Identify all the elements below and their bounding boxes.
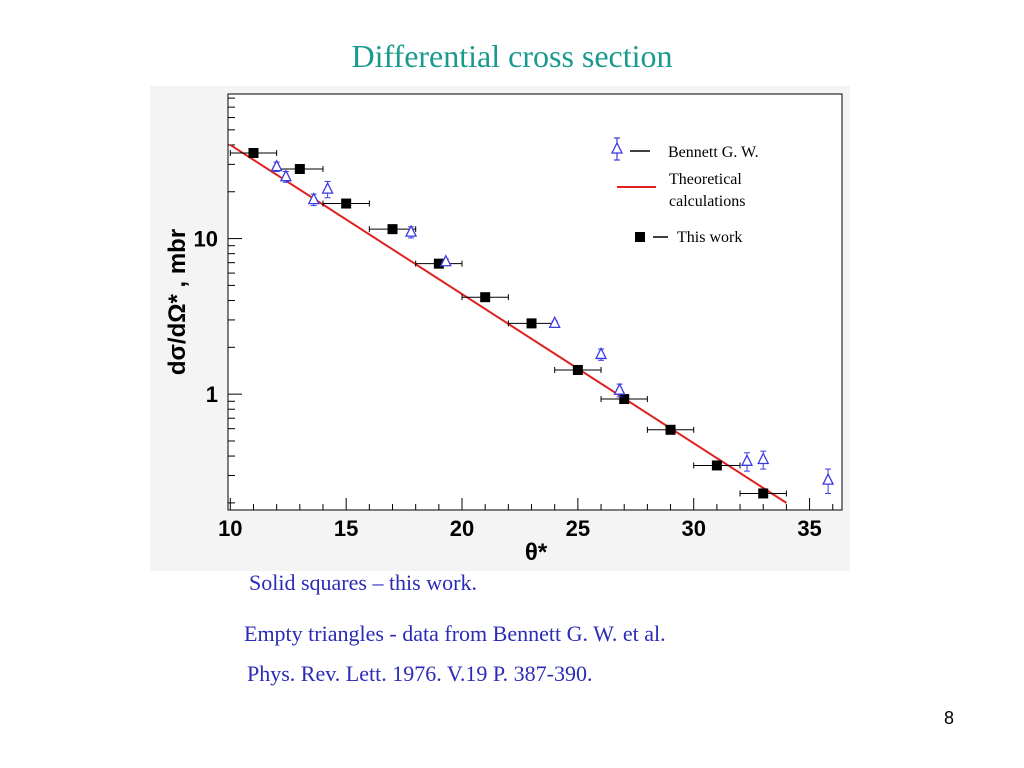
- square-point: [368, 224, 417, 235]
- y-tick-label: 1: [206, 382, 218, 407]
- x-axis-title: θ*: [525, 539, 548, 566]
- legend-label-calculations: calculations: [669, 193, 745, 210]
- triangle-point: [404, 224, 418, 239]
- caption-reference: Phys. Rev. Lett. 1976. V.19 P. 387-390.: [247, 661, 593, 686]
- square-point: [739, 488, 787, 499]
- triangle-marker: [307, 192, 320, 205]
- legend-label-this-work: This work: [677, 229, 742, 246]
- square-marker: [294, 164, 305, 175]
- triangle-marker: [321, 181, 334, 194]
- triangle-point: [279, 169, 292, 183]
- legend-triangle-marker: [610, 137, 624, 161]
- square-point: [646, 424, 695, 435]
- square-point: [554, 364, 602, 375]
- triangle-marker: [548, 315, 561, 329]
- triangle-point: [321, 180, 334, 199]
- legend-label-bennett: Bennett G. W.: [668, 144, 759, 161]
- y-tick-label: 10: [194, 227, 218, 252]
- x-tick-label: 35: [797, 516, 821, 541]
- triangle-marker: [279, 169, 292, 182]
- triangle-point: [757, 450, 770, 470]
- square-marker: [480, 292, 491, 303]
- square-marker: [619, 394, 630, 405]
- triangle-point: [439, 254, 452, 267]
- y-axis-title: dσ/dΩ* , mbr: [164, 229, 191, 375]
- caption-triangles: Empty triangles - data from Bennett G. W…: [244, 621, 666, 646]
- triangle-marker: [613, 382, 626, 395]
- square-marker: [758, 488, 769, 499]
- x-tick-label: 25: [566, 516, 590, 541]
- slide-title: Differential cross section: [351, 38, 673, 74]
- x-tick-label: 30: [681, 516, 705, 541]
- square-marker: [248, 147, 259, 158]
- x-tick-label: 20: [450, 516, 474, 541]
- square-point: [693, 460, 741, 471]
- square-marker: [665, 424, 676, 435]
- triangle-marker: [404, 224, 418, 237]
- triangle-point: [270, 159, 283, 172]
- x-tick-label: 15: [334, 516, 358, 541]
- caption-squares: Solid squares – this work.: [249, 570, 477, 595]
- plot-area: [227, 93, 843, 511]
- triangle-point: [548, 315, 561, 329]
- triangle-marker: [439, 254, 452, 267]
- triangle-marker: [594, 346, 608, 360]
- square-point: [322, 198, 370, 209]
- legend: Bennett G. W. Theoretical calculations T…: [610, 137, 759, 246]
- legend-square-marker: [635, 232, 645, 242]
- triangle-point: [613, 382, 626, 398]
- square-marker: [572, 364, 583, 375]
- square-marker: [387, 224, 398, 235]
- legend-label-theoretical: Theoretical: [669, 171, 742, 188]
- square-point: [461, 292, 509, 303]
- triangle-point: [740, 452, 754, 472]
- page-number: 8: [944, 708, 955, 728]
- square-marker: [341, 198, 352, 209]
- triangle-point: [594, 346, 608, 361]
- square-point: [415, 258, 463, 269]
- triangle-marker: [822, 472, 835, 485]
- triangle-marker: [740, 453, 754, 466]
- square-point: [600, 394, 648, 405]
- triangle-marker: [757, 452, 770, 465]
- square-marker: [711, 460, 722, 471]
- square-marker: [526, 318, 537, 329]
- triangle-point: [307, 192, 320, 207]
- triangle-point: [822, 468, 835, 494]
- square-marker: [433, 258, 444, 269]
- triangle-marker: [270, 159, 283, 172]
- x-tick-label: 10: [218, 516, 242, 541]
- square-point: [229, 147, 278, 158]
